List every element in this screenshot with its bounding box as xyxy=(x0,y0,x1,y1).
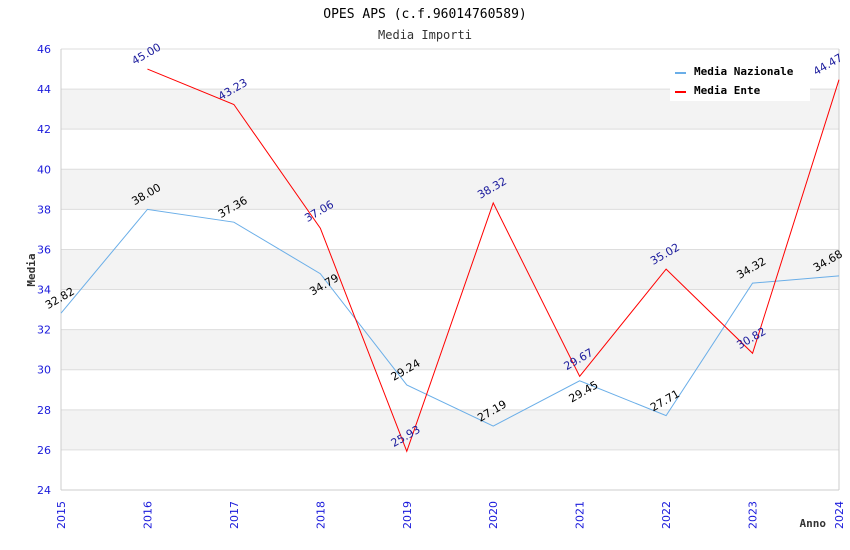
y-tick-label: 30 xyxy=(37,364,51,377)
x-tick-label: 2024 xyxy=(833,501,846,529)
x-tick-label: 2019 xyxy=(401,501,414,529)
x-tick-label: 2021 xyxy=(574,501,587,529)
y-tick-label: 38 xyxy=(37,203,51,216)
y-tick-label: 40 xyxy=(37,163,51,176)
y-tick-label: 34 xyxy=(37,284,51,297)
x-tick-label: 2015 xyxy=(55,501,68,529)
legend-box xyxy=(670,60,810,101)
y-tick-label: 32 xyxy=(37,324,51,337)
legend: Media Nazionale Media Ente xyxy=(670,60,810,101)
grid-band xyxy=(61,409,839,450)
x-tick-label: 2023 xyxy=(747,501,760,529)
legend-label-media-nazionale: Media Nazionale xyxy=(694,65,794,78)
x-tick-label: 2017 xyxy=(228,501,241,529)
grid-band xyxy=(61,169,839,210)
x-tick-labels: 2015 2016 2017 2018 2019 2020 2021 2022 2023 2024 xyxy=(55,501,846,529)
series-lines xyxy=(60,68,840,453)
data-label: 45.00 xyxy=(129,41,163,68)
y-axis-label: Media xyxy=(25,253,38,286)
grid-band xyxy=(61,249,839,290)
y-tick-label: 46 xyxy=(37,43,51,56)
chart-title: OPES APS (c.f.96014760589) xyxy=(323,7,527,22)
x-tick-label: 2016 xyxy=(141,501,154,529)
x-axis-label: Anno xyxy=(800,517,827,530)
chart-subtitle: Media Importi xyxy=(378,28,472,42)
y-tick-label: 42 xyxy=(37,123,51,136)
series-line-media-nazionale xyxy=(60,208,840,427)
y-tick-label: 44 xyxy=(37,83,51,96)
y-tick-label: 28 xyxy=(37,404,51,417)
grid-band xyxy=(61,329,839,370)
legend-label-media-ente: Media Ente xyxy=(694,84,761,97)
y-tick-labels: 24 26 28 30 32 34 36 38 40 42 44 46 xyxy=(37,43,51,497)
grid-bands xyxy=(61,89,839,450)
data-label: 44.47 xyxy=(811,51,845,78)
y-tick-label: 36 xyxy=(37,243,51,256)
x-tick-label: 2022 xyxy=(660,501,673,529)
y-tick-label: 24 xyxy=(37,484,51,497)
x-tick-label: 2020 xyxy=(487,501,500,529)
y-tick-label: 26 xyxy=(37,444,51,457)
x-tick-label: 2018 xyxy=(314,501,327,529)
